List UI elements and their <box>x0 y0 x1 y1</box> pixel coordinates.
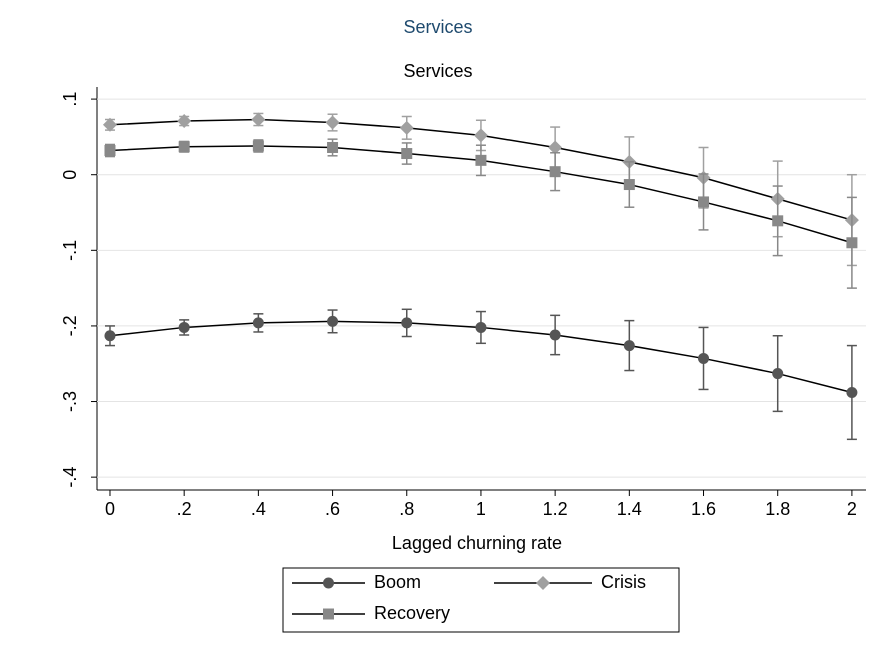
data-point <box>178 141 190 153</box>
data-point <box>698 196 710 208</box>
data-point <box>399 120 414 135</box>
data-point <box>475 321 487 333</box>
y-tick-label: -.3 <box>60 391 80 412</box>
data-point <box>104 330 116 342</box>
chart-title-shadow: Services <box>403 61 472 81</box>
data-point <box>325 115 340 130</box>
x-tick-label: 0 <box>105 499 115 519</box>
data-point <box>401 148 413 160</box>
data-point <box>548 140 563 155</box>
data-point <box>623 179 635 191</box>
y-tick-label: -.2 <box>60 315 80 336</box>
data-point <box>772 368 784 380</box>
x-tick-label: .8 <box>399 499 414 519</box>
y-tick-label: -.4 <box>60 467 80 488</box>
data-point <box>104 145 116 157</box>
data-point <box>251 112 266 127</box>
legend-marker <box>323 577 334 589</box>
data-point <box>473 128 488 143</box>
x-tick-label: 1.8 <box>765 499 790 519</box>
data-point <box>252 317 264 329</box>
data-point <box>401 317 413 329</box>
x-tick-label: 2 <box>847 499 857 519</box>
legend-label: Boom <box>374 572 421 592</box>
data-point <box>623 340 635 352</box>
data-point <box>327 141 339 153</box>
y-tick-label: .1 <box>60 92 80 107</box>
data-point <box>549 166 561 178</box>
data-point <box>102 117 117 132</box>
x-tick-label: .6 <box>325 499 340 519</box>
x-axis-label: Lagged churning rate <box>392 533 562 553</box>
data-point <box>475 154 487 166</box>
y-tick-label: -.1 <box>60 240 80 261</box>
x-tick-label: 1.2 <box>543 499 568 519</box>
x-tick-label: .2 <box>177 499 192 519</box>
x-tick-label: .4 <box>251 499 266 519</box>
data-point <box>327 315 339 327</box>
data-point <box>846 386 858 398</box>
legend-label: Crisis <box>601 572 646 592</box>
legend-marker <box>323 608 334 620</box>
x-tick-label: 1.4 <box>617 499 642 519</box>
data-point <box>177 114 192 129</box>
data-point <box>178 321 190 333</box>
legend-label: Recovery <box>374 603 450 623</box>
x-tick-label: 1 <box>476 499 486 519</box>
y-tick-label: 0 <box>60 170 80 180</box>
chart-title: Services <box>403 17 472 37</box>
data-point <box>772 215 784 227</box>
data-point <box>846 237 858 249</box>
data-point <box>549 329 561 341</box>
legend-marker <box>536 576 550 590</box>
legend <box>282 567 680 633</box>
data-point <box>252 140 264 152</box>
x-tick-label: 1.6 <box>691 499 716 519</box>
data-point <box>698 352 710 364</box>
